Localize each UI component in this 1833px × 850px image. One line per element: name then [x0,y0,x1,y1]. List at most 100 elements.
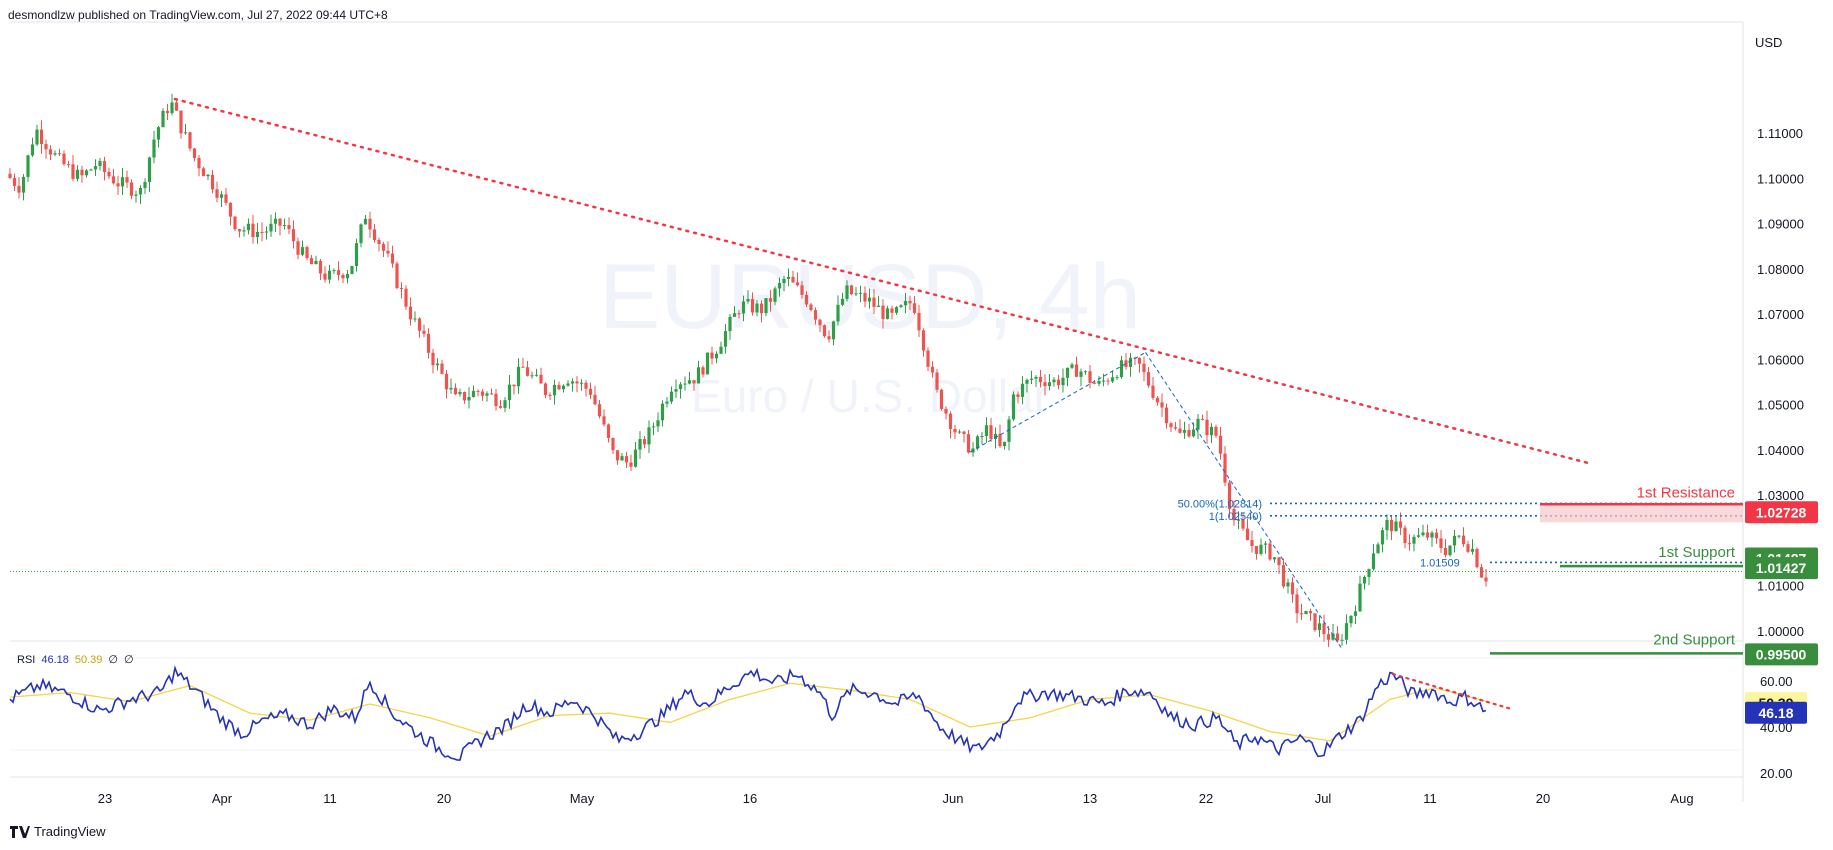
candle-body [1457,535,1461,537]
candle-body [89,169,93,171]
candle-body [1416,535,1421,537]
candle-body [1421,532,1425,536]
candle-body [1371,553,1376,570]
candle-body [260,231,264,233]
candle-body [1223,453,1227,483]
candle-body [1061,377,1065,386]
time-tick-label: 11 [1423,791,1437,806]
candle-body [242,230,246,232]
time-axis[interactable]: 23 Apr 11 20 May 16 Jun 13 22 Jul 11 20 Aug [98,791,1694,806]
candle-body [611,437,615,451]
candle-body [732,313,737,317]
candle-body [1358,583,1362,612]
candle-body [1272,557,1277,560]
price-tick-label: 1.09000 [1757,217,1804,232]
candle-body [305,247,309,259]
candle-body [251,223,255,238]
candle-body [179,110,183,134]
candle-body [813,310,818,320]
candle-body [1164,407,1169,424]
candle-body [422,330,426,334]
candle-body [872,297,876,307]
fib-level-label: 1(1.02540) [1209,511,1262,523]
price-tick-label: 1.11000 [1757,126,1803,141]
candle-body [62,153,66,165]
candle-body [881,305,885,319]
candle-body [390,253,395,264]
candle-body [570,381,575,384]
candle-body [1263,543,1268,545]
candle-body [777,283,782,289]
candle-body [84,170,89,176]
candle-body [845,285,849,299]
candle-body [395,263,399,288]
candle-body [1065,367,1070,378]
candle-body [1326,634,1331,640]
candle-body [359,224,363,244]
candle-body [926,350,930,367]
candle-body [1443,548,1448,556]
candle-body [597,404,602,417]
candle-body [12,177,17,186]
candle-body [1376,544,1380,554]
candle-body [458,392,462,395]
candle-body [1043,382,1047,387]
candle-body [890,308,894,313]
candle-body [125,177,129,183]
candle-body [741,301,746,314]
price-tick-label: 1.07000 [1757,307,1804,322]
currency-label: USD [1755,35,1782,50]
price-tick-label: 1.10000 [1757,171,1804,186]
candle-body [1092,382,1097,384]
rsi-value-tag-text: 46.18 [1758,705,1793,721]
candle-body [651,426,656,428]
candle-body [156,127,161,140]
price-tick-label: 1.05000 [1757,398,1804,413]
candle-body [809,304,813,311]
candle-body [431,352,435,366]
candle-body [1025,379,1029,384]
footer-brand: TradingView [34,824,106,839]
candle-body [836,304,840,322]
candle-body [633,449,638,467]
candle-body [656,420,660,427]
candle-body [939,389,944,409]
candle-body [1407,543,1412,545]
fib-leg-up [969,352,1146,453]
rsi-tick-label: 60.00 [1760,674,1793,689]
candle-body [1331,633,1335,640]
candle-body [566,383,570,386]
candle-body [1083,371,1088,373]
price-axis[interactable]: USD 1.11000 1.10000 1.09000 1.08000 1.07000 1.… [1755,35,1804,781]
rsi-tick-label: 20.00 [1760,766,1793,781]
candle-body [336,270,341,275]
candle-body [912,303,917,313]
candle-body [314,260,318,265]
candle-body [728,316,732,332]
candle-body [773,288,777,302]
candle-body [278,218,282,226]
candle-body [233,216,237,230]
candle-body [863,292,867,302]
candle-body [984,425,989,437]
support2-tag [1745,643,1818,666]
time-tick-label: 11 [323,791,337,806]
candle-body [957,431,962,433]
resistance-label: 1st Resistance [1637,484,1735,501]
candle-body [503,400,507,408]
candle-body [768,298,773,302]
candle-body [485,393,489,396]
candle-body [1349,615,1353,624]
candle-body [287,225,291,230]
candle-body [1209,426,1214,436]
candle-body [1146,372,1151,386]
candle-body [683,383,687,385]
candle-body [210,174,215,190]
candle-body [822,325,827,337]
candle-body [39,129,44,145]
candle-body [161,110,165,128]
candle-body [858,292,863,294]
candle-body [530,375,534,377]
candle-body [1313,613,1317,631]
candle-body [759,303,764,314]
